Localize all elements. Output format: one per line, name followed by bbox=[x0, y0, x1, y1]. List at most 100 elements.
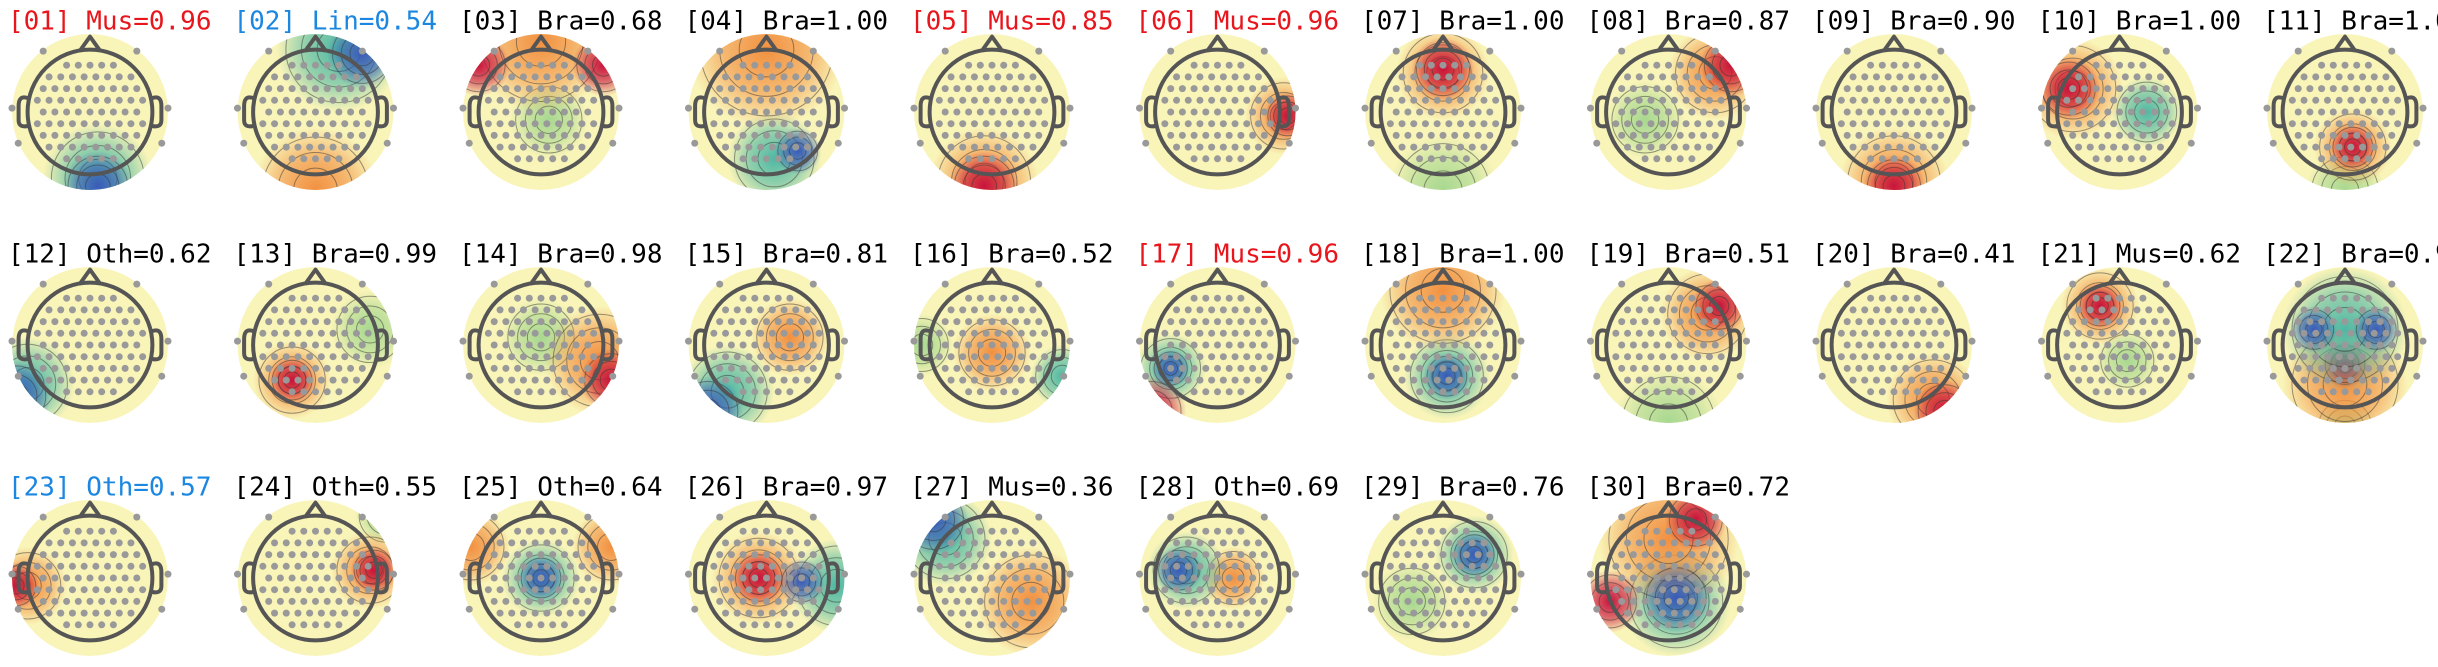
electrode bbox=[115, 120, 123, 128]
electrode bbox=[2312, 376, 2320, 384]
electrode bbox=[584, 280, 592, 288]
electrode bbox=[288, 108, 296, 116]
electrode bbox=[1410, 353, 1418, 361]
electrode bbox=[1035, 47, 1043, 55]
electrode bbox=[935, 329, 943, 337]
electrode bbox=[1462, 131, 1470, 139]
head-nose bbox=[2333, 34, 2357, 52]
topomap bbox=[12, 500, 168, 656]
electrode bbox=[1398, 586, 1406, 594]
electrode bbox=[953, 341, 961, 349]
contour-line bbox=[353, 549, 394, 591]
electrode bbox=[2323, 329, 2331, 337]
electrode bbox=[1416, 621, 1424, 629]
electrode bbox=[1705, 306, 1713, 314]
electrode bbox=[1688, 61, 1696, 69]
electrode bbox=[525, 108, 533, 116]
component: [12] Oth=0.62 bbox=[8, 240, 212, 423]
electrode bbox=[1587, 104, 1594, 112]
electrode bbox=[786, 85, 794, 93]
electrode bbox=[1416, 85, 1424, 93]
electrode bbox=[792, 376, 800, 384]
electrode bbox=[1254, 73, 1262, 81]
component-label: [08] Bra=0.87 bbox=[1587, 7, 1791, 37]
electrode bbox=[514, 574, 522, 582]
electrode bbox=[1717, 353, 1725, 361]
electrode bbox=[722, 539, 730, 547]
electrode bbox=[288, 621, 296, 629]
electrode bbox=[1214, 85, 1221, 93]
electrode bbox=[63, 341, 71, 349]
electrode bbox=[127, 73, 135, 81]
electrode bbox=[1896, 73, 1904, 81]
electrode bbox=[2121, 73, 2129, 81]
electrode bbox=[2086, 376, 2094, 384]
electrode bbox=[763, 597, 770, 605]
electrode bbox=[941, 131, 949, 139]
electrode bbox=[1705, 96, 1713, 104]
electrode bbox=[1439, 527, 1447, 535]
electrode bbox=[265, 513, 273, 521]
electrode bbox=[1439, 108, 1447, 116]
electrode bbox=[1006, 329, 1014, 337]
electrode bbox=[716, 47, 724, 55]
electrode bbox=[739, 131, 747, 139]
electrode bbox=[745, 353, 753, 361]
head-ear bbox=[1595, 328, 1607, 362]
electrode bbox=[994, 539, 1002, 547]
electrode bbox=[1700, 131, 1708, 139]
topomap-blob bbox=[778, 558, 825, 606]
electrode bbox=[1433, 586, 1441, 594]
electrode bbox=[543, 329, 551, 337]
electrode bbox=[1492, 353, 1500, 361]
electrode bbox=[1896, 96, 1904, 104]
electrode bbox=[1647, 143, 1655, 151]
electrode bbox=[1902, 61, 1910, 69]
electrode bbox=[1843, 131, 1851, 139]
electrode bbox=[1243, 562, 1251, 570]
electrode bbox=[1647, 120, 1655, 128]
electrode bbox=[1243, 73, 1251, 81]
electrode bbox=[98, 388, 106, 396]
electrode bbox=[774, 551, 782, 559]
head-ear bbox=[1820, 328, 1833, 362]
electrode bbox=[1445, 562, 1453, 570]
electrode bbox=[1196, 609, 1204, 617]
electrode bbox=[1635, 329, 1643, 337]
electrode bbox=[323, 341, 331, 349]
electrode bbox=[560, 61, 568, 69]
electrode bbox=[1653, 108, 1661, 116]
electrode bbox=[584, 597, 592, 605]
electrode bbox=[51, 597, 59, 605]
electrode bbox=[2382, 73, 2390, 81]
electrode bbox=[158, 372, 166, 380]
electrode bbox=[1665, 61, 1672, 69]
topomap bbox=[237, 267, 394, 423]
electrode bbox=[976, 551, 984, 559]
head-ear bbox=[377, 95, 389, 129]
electrode bbox=[2121, 353, 2129, 361]
electrode bbox=[2294, 364, 2302, 372]
electrode bbox=[815, 562, 823, 570]
electrode bbox=[1427, 574, 1435, 582]
electrode bbox=[1931, 353, 1939, 361]
head-outline bbox=[1378, 47, 1508, 177]
electrode bbox=[1676, 85, 1684, 93]
electrode bbox=[80, 609, 88, 617]
electrode bbox=[86, 551, 94, 559]
electrode bbox=[14, 139, 22, 147]
component-label: [07] Bra=1.00 bbox=[1361, 7, 1565, 37]
electrode bbox=[68, 73, 76, 81]
electrode bbox=[1890, 294, 1898, 302]
electrode bbox=[959, 562, 967, 570]
electrode bbox=[1694, 353, 1702, 361]
electrode bbox=[947, 376, 955, 384]
electrode bbox=[525, 551, 533, 559]
electrode bbox=[1968, 337, 1976, 345]
electrode bbox=[727, 574, 735, 582]
electrode bbox=[98, 551, 106, 559]
component-label: [30] Bra=0.72 bbox=[1587, 473, 1791, 503]
electrode bbox=[809, 108, 817, 116]
topomap-blob bbox=[2111, 76, 2182, 148]
electrode bbox=[265, 131, 273, 139]
